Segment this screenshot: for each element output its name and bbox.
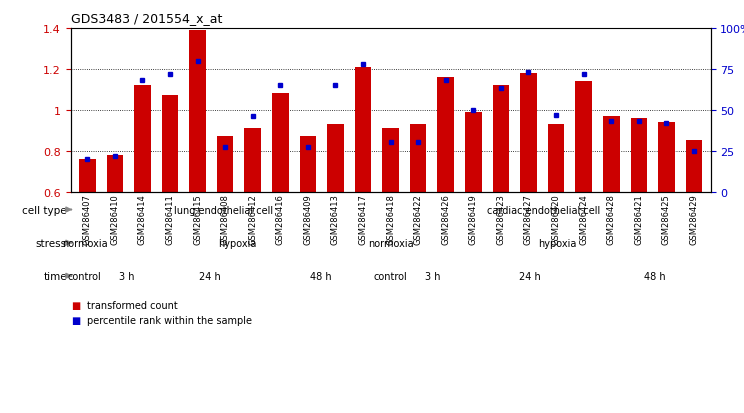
Text: lung endothelial cell: lung endothelial cell: [174, 205, 273, 215]
Text: control: control: [68, 271, 101, 281]
Text: 3 h: 3 h: [118, 271, 134, 281]
Bar: [272, 94, 289, 192]
Bar: [493, 86, 509, 192]
Bar: [465, 112, 481, 192]
Bar: [106, 155, 123, 192]
Bar: [575, 82, 592, 192]
Text: normoxia: normoxia: [368, 238, 414, 248]
Bar: [217, 137, 234, 192]
Text: stress: stress: [36, 238, 67, 248]
Bar: [245, 129, 261, 192]
Text: cell type: cell type: [22, 205, 67, 215]
Text: normoxia: normoxia: [62, 238, 107, 248]
Bar: [79, 159, 95, 192]
Bar: [300, 137, 316, 192]
Text: 48 h: 48 h: [310, 271, 332, 281]
Text: ■: ■: [71, 316, 80, 325]
Bar: [161, 96, 179, 192]
Bar: [327, 125, 344, 192]
Text: control: control: [373, 271, 408, 281]
Text: 24 h: 24 h: [519, 271, 541, 281]
Bar: [548, 125, 565, 192]
Text: transformed count: transformed count: [87, 300, 178, 310]
Text: GDS3483 / 201554_x_at: GDS3483 / 201554_x_at: [71, 12, 222, 25]
Text: percentile rank within the sample: percentile rank within the sample: [87, 316, 252, 325]
Text: 3 h: 3 h: [425, 271, 440, 281]
Bar: [134, 86, 150, 192]
Text: 48 h: 48 h: [644, 271, 666, 281]
Bar: [437, 78, 454, 192]
Bar: [603, 116, 620, 192]
Text: time: time: [43, 271, 67, 281]
Bar: [189, 31, 206, 192]
Bar: [410, 125, 426, 192]
Bar: [630, 119, 647, 192]
Text: cardiac endothelial cell: cardiac endothelial cell: [487, 205, 600, 215]
Text: hypoxia: hypoxia: [219, 238, 257, 248]
Bar: [658, 123, 675, 192]
Text: hypoxia: hypoxia: [539, 238, 577, 248]
Bar: [382, 129, 399, 192]
Bar: [355, 68, 371, 192]
Bar: [520, 74, 536, 192]
Text: ■: ■: [71, 300, 80, 310]
Bar: [686, 141, 702, 192]
Text: 24 h: 24 h: [199, 271, 221, 281]
